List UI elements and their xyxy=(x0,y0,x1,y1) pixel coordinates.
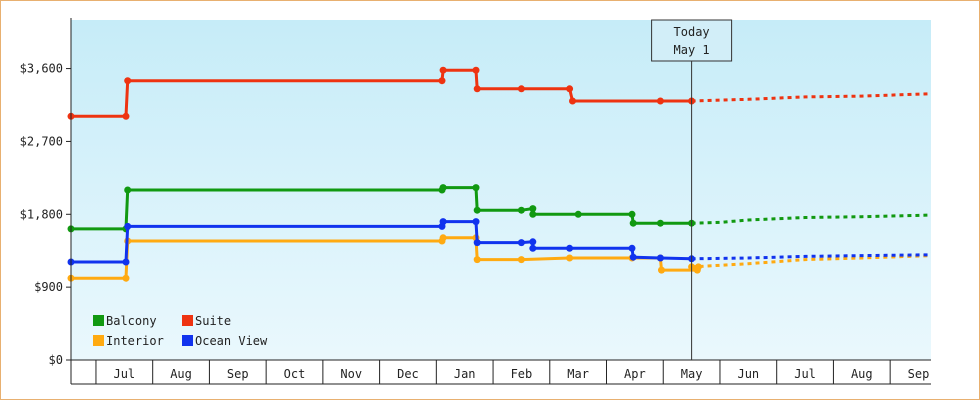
x-tick-label: Aug xyxy=(170,367,192,381)
legend-label-ocean-view: Ocean View xyxy=(195,334,268,348)
data-point-balcony[interactable] xyxy=(517,206,525,214)
forecast-line-interior xyxy=(691,254,932,269)
data-point-ocean-view[interactable] xyxy=(656,254,664,262)
data-point-ocean-view[interactable] xyxy=(566,244,574,252)
forecast-line-ocean-view xyxy=(691,253,932,261)
data-point-ocean-view[interactable] xyxy=(122,258,130,266)
data-point-ocean-view[interactable] xyxy=(473,239,481,247)
data-point-ocean-view[interactable] xyxy=(439,218,447,226)
data-point-interior[interactable] xyxy=(658,266,665,274)
y-tick-label: $0 xyxy=(49,353,63,367)
legend-label-suite: Suite xyxy=(195,314,231,328)
today-label: Today xyxy=(674,25,710,39)
data-point-interior[interactable] xyxy=(517,256,525,264)
data-point-balcony[interactable] xyxy=(574,210,582,218)
data-point-suite[interactable] xyxy=(124,77,132,85)
data-point-suite[interactable] xyxy=(473,85,481,93)
data-point-balcony[interactable] xyxy=(529,205,537,213)
data-point-balcony[interactable] xyxy=(529,210,537,218)
data-point-balcony[interactable] xyxy=(629,219,637,227)
today-box xyxy=(651,19,733,62)
forecast-line-suite xyxy=(691,92,932,103)
legend-swatch-suite xyxy=(182,315,193,326)
data-point-interior[interactable] xyxy=(122,274,130,282)
data-point-balcony[interactable] xyxy=(473,206,481,214)
x-tick-label: Jul xyxy=(113,367,135,381)
legend-swatch-balcony xyxy=(93,315,104,326)
x-tick-label: Oct xyxy=(284,367,306,381)
x-tick-label: Mar xyxy=(567,367,589,381)
x-tick-label: Dec xyxy=(397,367,419,381)
x-tick-label: Nov xyxy=(340,367,362,381)
y-tick-label: $900 xyxy=(34,280,63,294)
data-point-balcony[interactable] xyxy=(124,186,132,194)
data-point-balcony[interactable] xyxy=(656,219,664,227)
today-date: May 1 xyxy=(674,43,710,57)
legend-swatch-interior xyxy=(93,335,104,346)
data-point-suite[interactable] xyxy=(439,66,447,74)
data-point-ocean-view[interactable] xyxy=(517,239,525,247)
data-point-suite[interactable] xyxy=(517,85,525,93)
x-tick-label: Jul xyxy=(794,367,816,381)
legend-label-interior: Interior xyxy=(106,334,164,348)
x-tick-label: May xyxy=(681,367,703,381)
data-point-interior[interactable] xyxy=(439,234,447,242)
data-point-ocean-view[interactable] xyxy=(472,218,480,226)
data-point-suite[interactable] xyxy=(122,112,130,120)
series-line-suite xyxy=(71,68,692,118)
y-tick-label: $1,800 xyxy=(20,207,63,221)
x-tick-label: Apr xyxy=(624,367,646,381)
data-point-ocean-view[interactable] xyxy=(628,244,636,252)
data-point-suite[interactable] xyxy=(438,77,446,85)
data-point-balcony[interactable] xyxy=(439,184,447,192)
data-point-balcony[interactable] xyxy=(472,184,480,192)
x-tick-label: Sep xyxy=(227,367,249,381)
data-point-suite[interactable] xyxy=(569,97,576,105)
legend-swatch-ocean-view xyxy=(182,335,193,346)
data-point-suite[interactable] xyxy=(472,66,480,74)
x-tick-label: Sep xyxy=(908,367,930,381)
legend-label-balcony: Balcony xyxy=(106,314,157,328)
data-point-suite[interactable] xyxy=(566,85,574,93)
data-point-ocean-view[interactable] xyxy=(529,238,537,246)
x-tick-label: Feb xyxy=(511,367,533,381)
data-point-ocean-view[interactable] xyxy=(629,253,637,261)
y-tick-label: $2,700 xyxy=(20,134,63,148)
data-point-ocean-view[interactable] xyxy=(124,222,132,230)
y-tick-label: $3,600 xyxy=(20,62,63,76)
data-point-interior[interactable] xyxy=(473,256,481,264)
x-tick-label: Aug xyxy=(851,367,873,381)
x-tick-label: Jun xyxy=(737,367,759,381)
data-point-ocean-view[interactable] xyxy=(529,244,537,252)
data-point-interior[interactable] xyxy=(566,254,574,262)
data-point-suite[interactable] xyxy=(656,97,664,105)
x-tick-label: Jan xyxy=(454,367,476,381)
data-point-balcony[interactable] xyxy=(628,210,636,218)
